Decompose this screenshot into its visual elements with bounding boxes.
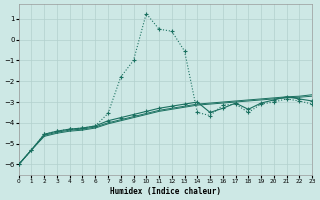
X-axis label: Humidex (Indice chaleur): Humidex (Indice chaleur) — [110, 187, 221, 196]
